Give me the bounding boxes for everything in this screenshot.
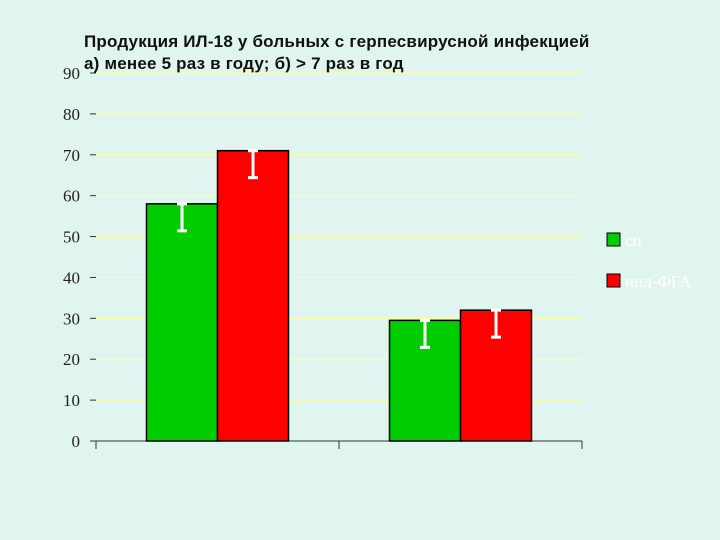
y-tick-label: 70 [63,146,80,165]
bars [145,149,533,442]
bar [216,149,290,442]
bar [145,203,219,442]
legend: сп инд-ФГА [606,231,692,291]
error-bars [177,149,501,349]
y-tick-label: 10 [63,391,80,410]
y-tick-label: 80 [63,105,80,124]
y-tick-label: 50 [63,228,80,247]
legend-swatch [606,232,621,247]
y-tick-label: 0 [72,432,81,451]
y-tick-label: 30 [63,309,80,328]
y-tick-label: 60 [63,187,80,206]
chart-title-line-2: а) менее 5 раз в году; б) > 7 раз в год [84,54,404,73]
chart-title-line-1: Продукция ИЛ-18 у больных с герпесвирусн… [84,32,590,51]
y-tick-label: 40 [63,268,80,287]
y-tick-label: 90 [63,64,80,83]
legend-swatch [606,273,621,288]
legend-label: сп [625,231,642,250]
y-tick-label: 20 [63,350,80,369]
legend-label: инд-ФГА [625,272,692,291]
